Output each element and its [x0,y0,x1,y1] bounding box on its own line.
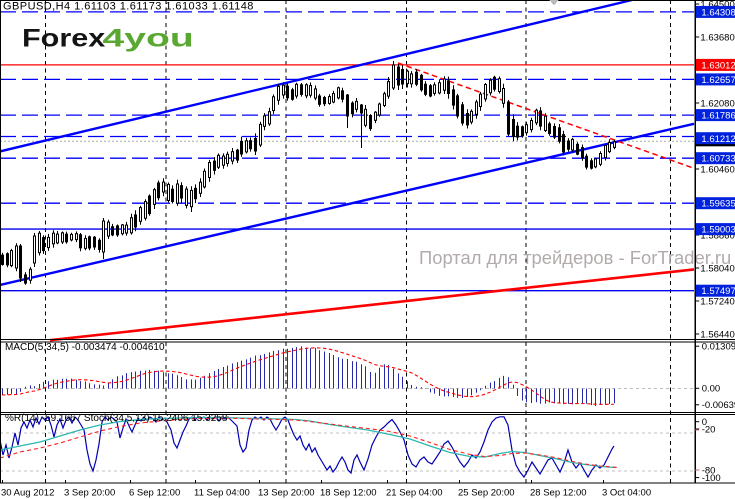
svg-text:1.58040: 1.58040 [700,263,734,274]
svg-text:3 Oct 04:00: 3 Oct 04:00 [602,488,651,499]
svg-text:-80: -80 [702,465,716,476]
svg-text:1.57240: 1.57240 [700,296,734,307]
svg-text:1.61786: 1.61786 [701,111,735,122]
svg-text:MACD(5,34,5) -0.003474 -0.0046: MACD(5,34,5) -0.003474 -0.004610 [5,342,165,353]
svg-text:13 Sep 20:00: 13 Sep 20:00 [258,488,315,499]
svg-text:25 Sep 20:00: 25 Sep 20:00 [458,488,515,499]
svg-text:28 Sep 12:00: 28 Sep 12:00 [530,488,587,499]
svg-text:Forex: Forex [22,24,106,52]
svg-text:GBPUSD,H4 1.61103 1.61173 1.6: GBPUSD,H4 1.61103 1.61173 1.61033 1.6114… [3,1,254,13]
svg-text:1.58860: 1.58860 [700,230,734,241]
svg-text:-100: -100 [702,473,721,484]
svg-text:-0.00639: -0.00639 [702,400,735,411]
svg-text:1.57497: 1.57497 [701,286,735,297]
svg-text:18 Sep 12:00: 18 Sep 12:00 [320,488,377,499]
svg-text:-20: -20 [702,424,716,435]
svg-text:0: 0 [702,417,707,428]
svg-text:1.60460: 1.60460 [700,164,734,175]
svg-text:11 Sep 04:00: 11 Sep 04:00 [194,488,250,499]
svg-text:1.59635: 1.59635 [701,199,735,210]
svg-text:1.56440: 1.56440 [700,329,734,340]
svg-text:30 Aug 2012: 30 Aug 2012 [1,488,54,499]
svg-text:Портал для трейдеров - ForTrad: Портал для трейдеров - ForTrader.ru [419,247,731,268]
svg-text:3 Sep 20:00: 3 Sep 20:00 [64,488,115,499]
svg-text:1.62657: 1.62657 [701,75,735,86]
svg-text:6 Sep 12:00: 6 Sep 12:00 [129,488,180,499]
svg-text:1.59003: 1.59003 [701,225,735,236]
svg-text:1.60733: 1.60733 [701,154,735,165]
svg-text:4you: 4you [103,24,194,52]
svg-text:1.61212: 1.61212 [701,134,735,145]
svg-text:1.63680: 1.63680 [700,32,734,43]
svg-text:21 Sep 04:00: 21 Sep 04:00 [386,488,443,499]
svg-text:1.64500: 1.64500 [700,0,734,10]
svg-text:0.013094: 0.013094 [702,342,735,353]
svg-text:1.64308: 1.64308 [701,7,735,18]
svg-text:1.63012: 1.63012 [701,60,735,71]
svg-text:0.00: 0.00 [702,384,721,395]
svg-text:1.62080: 1.62080 [700,98,734,109]
svg-text:%R(14) -59.1667 Stoch(34,5,13: %R(14) -59.1667 Stoch(34,5,13) 15.2406 1… [5,413,228,424]
